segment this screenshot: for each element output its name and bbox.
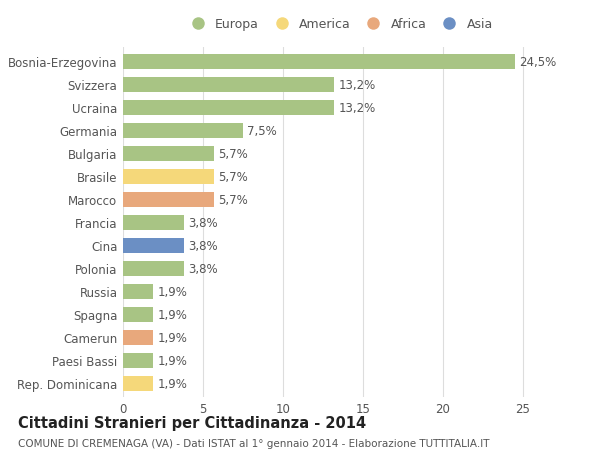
Text: 7,5%: 7,5% — [247, 124, 277, 137]
Bar — [123, 169, 214, 184]
Bar — [123, 330, 154, 345]
Bar — [123, 123, 243, 138]
Text: 3,8%: 3,8% — [188, 262, 217, 275]
Bar — [123, 215, 184, 230]
Text: COMUNE DI CREMENAGA (VA) - Dati ISTAT al 1° gennaio 2014 - Elaborazione TUTTITAL: COMUNE DI CREMENAGA (VA) - Dati ISTAT al… — [18, 438, 490, 448]
Bar — [123, 353, 154, 368]
Legend: Europa, America, Africa, Asia: Europa, America, Africa, Asia — [181, 15, 497, 35]
Text: 3,8%: 3,8% — [188, 239, 217, 252]
Bar — [123, 192, 214, 207]
Text: 5,7%: 5,7% — [218, 170, 248, 183]
Bar — [123, 101, 334, 115]
Text: 1,9%: 1,9% — [157, 285, 187, 298]
Bar — [123, 261, 184, 276]
Text: 5,7%: 5,7% — [218, 147, 248, 160]
Bar — [123, 146, 214, 161]
Bar — [123, 55, 515, 69]
Text: Cittadini Stranieri per Cittadinanza - 2014: Cittadini Stranieri per Cittadinanza - 2… — [18, 415, 366, 431]
Text: 5,7%: 5,7% — [218, 193, 248, 206]
Bar — [123, 238, 184, 253]
Bar — [123, 307, 154, 322]
Text: 1,9%: 1,9% — [157, 354, 187, 367]
Text: 24,5%: 24,5% — [519, 56, 556, 68]
Bar — [123, 284, 154, 299]
Text: 1,9%: 1,9% — [157, 331, 187, 344]
Text: 3,8%: 3,8% — [188, 216, 217, 229]
Text: 1,9%: 1,9% — [157, 377, 187, 390]
Text: 1,9%: 1,9% — [157, 308, 187, 321]
Bar — [123, 78, 334, 92]
Bar — [123, 376, 154, 391]
Text: 13,2%: 13,2% — [338, 101, 376, 114]
Text: 13,2%: 13,2% — [338, 78, 376, 91]
